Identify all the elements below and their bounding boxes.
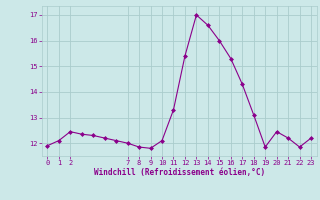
- X-axis label: Windchill (Refroidissement éolien,°C): Windchill (Refroidissement éolien,°C): [94, 168, 265, 177]
